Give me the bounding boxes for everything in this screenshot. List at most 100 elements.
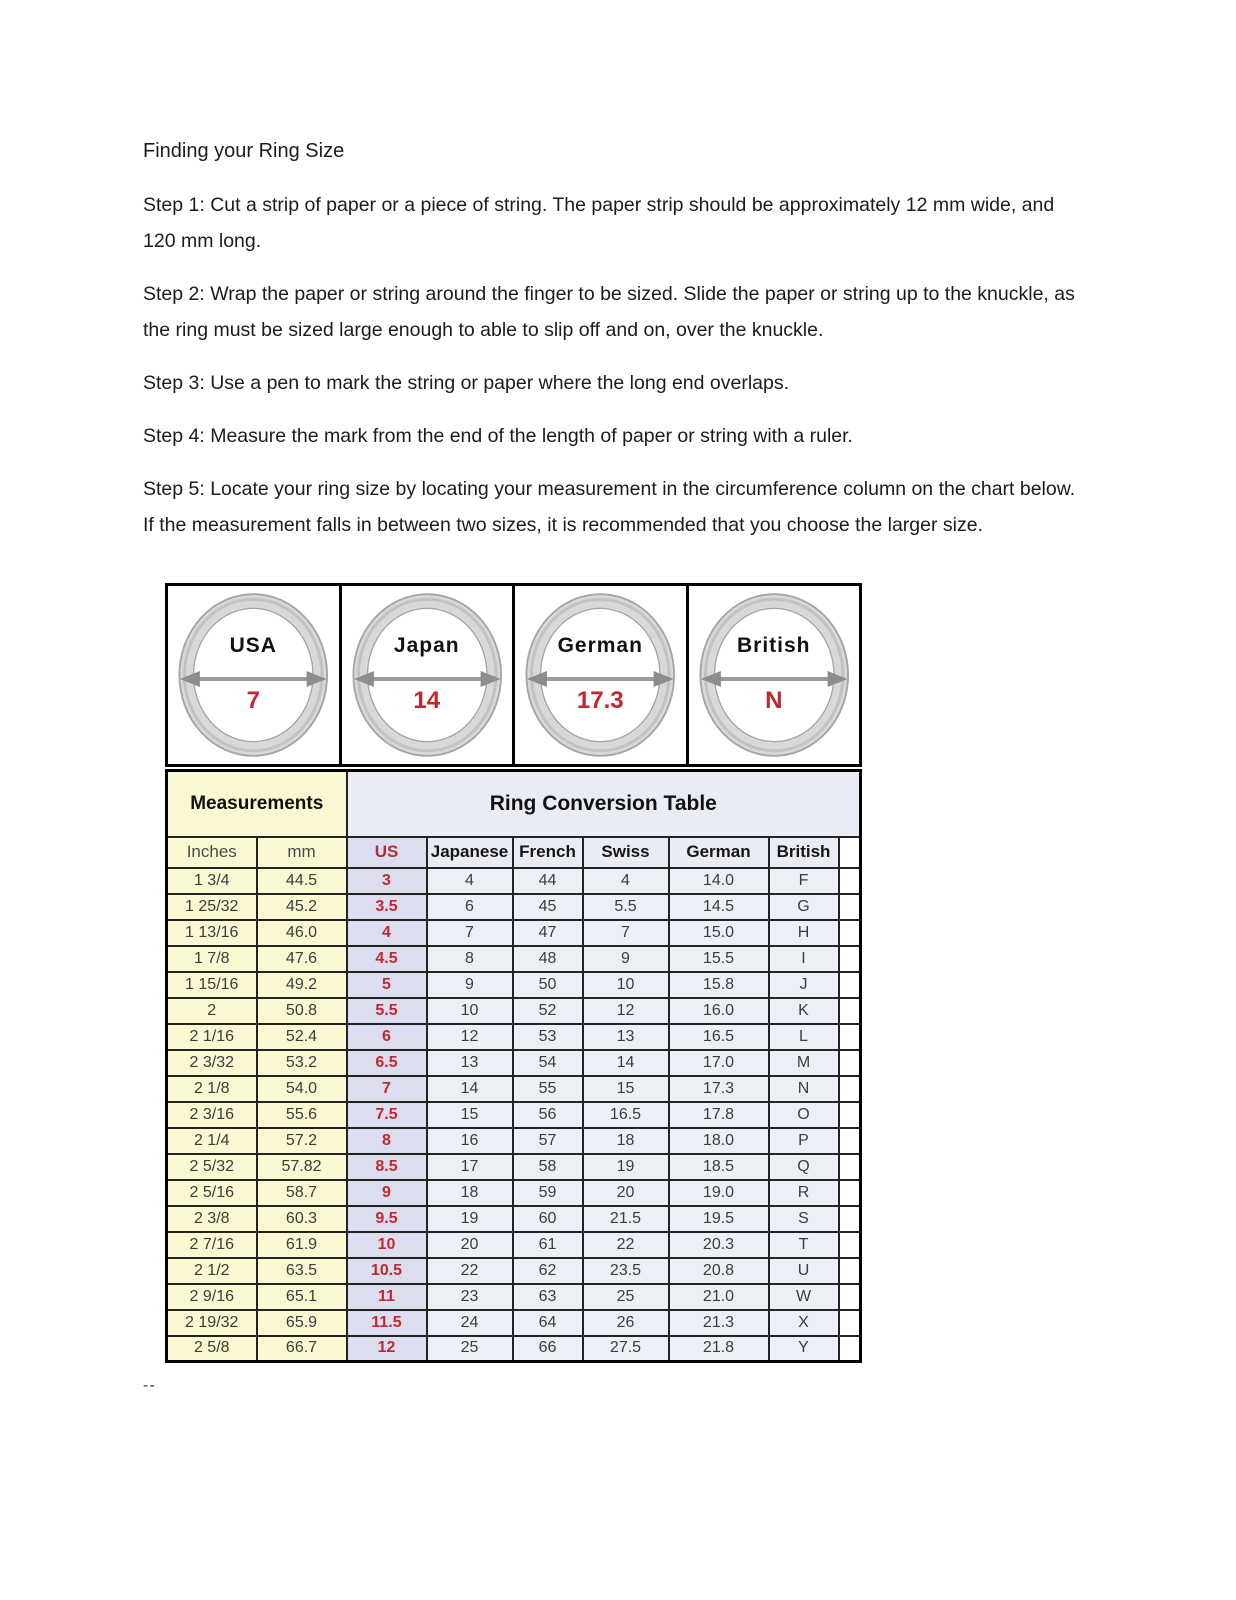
- cell-japanese: 13: [425, 1048, 514, 1077]
- cell-british: W: [767, 1282, 840, 1311]
- column-header-row: Inches mm US Japanese French Swiss Germa…: [165, 835, 862, 869]
- cell-us: 10: [345, 1230, 428, 1259]
- step-5-paragraph: Step 5: Locate your ring size by locatin…: [143, 478, 1076, 536]
- ring-label: Japan: [393, 634, 460, 657]
- table-row: 1 25/32 45.2 3.5 6 45 5.5 14.5 G: [165, 892, 862, 921]
- cell-swiss: 9: [581, 944, 670, 973]
- cell-mm: 65.1: [255, 1282, 348, 1311]
- cell-japanese: 24: [425, 1308, 514, 1337]
- cell-japanese: 25: [425, 1334, 514, 1363]
- cell-japanese: 4: [425, 866, 514, 895]
- ring-conversion-table: Measurements Ring Conversion Table Inche…: [165, 769, 863, 1363]
- ring-icon: [178, 593, 329, 757]
- cell-mm: 65.9: [255, 1308, 348, 1337]
- cell-mm: 60.3: [255, 1204, 348, 1233]
- cell-swiss: 12: [581, 996, 670, 1025]
- cell-german: 18.0: [667, 1126, 770, 1155]
- cell-us: 11: [345, 1282, 428, 1311]
- cell-german: 15.0: [667, 918, 770, 947]
- ring-value: 17.3: [576, 687, 624, 714]
- cell-empty: [837, 1230, 862, 1259]
- ring-cell-british: British N: [685, 586, 859, 764]
- cell-us: 3.5: [345, 892, 428, 921]
- ring-cell-japan: Japan 14: [338, 586, 512, 764]
- cell-inches: 2 5/8: [165, 1334, 258, 1363]
- cell-us: 6.5: [345, 1048, 428, 1077]
- cell-german: 20.8: [667, 1256, 770, 1285]
- cell-german: 17.3: [667, 1074, 770, 1103]
- cell-japanese: 14: [425, 1074, 514, 1103]
- cell-british: N: [767, 1074, 840, 1103]
- cell-british: I: [767, 944, 840, 973]
- cell-us: 4: [345, 918, 428, 947]
- cell-japanese: 12: [425, 1022, 514, 1051]
- cell-inches: 2 9/16: [165, 1282, 258, 1311]
- cell-french: 47: [511, 918, 584, 947]
- cell-us: 8: [345, 1126, 428, 1155]
- cell-german: 17.0: [667, 1048, 770, 1077]
- cell-british: L: [767, 1022, 840, 1051]
- cell-empty: [837, 996, 862, 1025]
- footer-dashes: --: [143, 1377, 156, 1394]
- cell-inches: 1 15/16: [165, 970, 258, 999]
- cell-french: 45: [511, 892, 584, 921]
- cell-inches: 1 7/8: [165, 944, 258, 973]
- ring-value: 7: [246, 687, 260, 714]
- cell-swiss: 13: [581, 1022, 670, 1051]
- ring-icon: [698, 593, 849, 757]
- column-header-mm: mm: [255, 835, 348, 869]
- cell-mm: 44.5: [255, 866, 348, 895]
- cell-british: F: [767, 866, 840, 895]
- step-4-paragraph: Step 4: Measure the mark from the end of…: [143, 425, 853, 447]
- cell-empty: [837, 1334, 862, 1363]
- cell-british: G: [767, 892, 840, 921]
- cell-french: 64: [511, 1308, 584, 1337]
- cell-swiss: 19: [581, 1152, 670, 1181]
- cell-mm: 58.7: [255, 1178, 348, 1207]
- conversion-group-header: Ring Conversion Table: [345, 769, 862, 838]
- cell-french: 48: [511, 944, 584, 973]
- cell-french: 62: [511, 1256, 584, 1285]
- column-header-german: German: [667, 835, 770, 869]
- cell-us: 10.5: [345, 1256, 428, 1285]
- cell-inches: 1 25/32: [165, 892, 258, 921]
- ring-label: British: [736, 634, 811, 657]
- cell-french: 57: [511, 1126, 584, 1155]
- cell-mm: 61.9: [255, 1230, 348, 1259]
- cell-empty: [837, 1256, 862, 1285]
- cell-swiss: 27.5: [581, 1334, 670, 1363]
- cell-japanese: 15: [425, 1100, 514, 1129]
- cell-mm: 47.6: [255, 944, 348, 973]
- cell-swiss: 25: [581, 1282, 670, 1311]
- cell-japanese: 16: [425, 1126, 514, 1155]
- cell-french: 50: [511, 970, 584, 999]
- table-row: 2 50.8 5.5 10 52 12 16.0 K: [165, 996, 862, 1025]
- cell-swiss: 15: [581, 1074, 670, 1103]
- cell-inches: 2 1/8: [165, 1074, 258, 1103]
- cell-inches: 2 5/32: [165, 1152, 258, 1181]
- cell-french: 44: [511, 866, 584, 895]
- cell-us: 6: [345, 1022, 428, 1051]
- cell-japanese: 10: [425, 996, 514, 1025]
- table-row: 2 1/16 52.4 6 12 53 13 16.5 L: [165, 1022, 862, 1051]
- cell-inches: 2 7/16: [165, 1230, 258, 1259]
- cell-mm: 50.8: [255, 996, 348, 1025]
- cell-french: 58: [511, 1152, 584, 1181]
- cell-swiss: 26: [581, 1308, 670, 1337]
- cell-inches: 2 3/32: [165, 1048, 258, 1077]
- ring-cell-german: German 17.3: [512, 586, 686, 764]
- cell-us: 7.5: [345, 1100, 428, 1129]
- ring-value: N: [765, 687, 783, 714]
- cell-british: U: [767, 1256, 840, 1285]
- cell-us: 4.5: [345, 944, 428, 973]
- cell-french: 56: [511, 1100, 584, 1129]
- cell-inches: 2 5/16: [165, 1178, 258, 1207]
- cell-german: 14.0: [667, 866, 770, 895]
- cell-mm: 53.2: [255, 1048, 348, 1077]
- cell-empty: [837, 1308, 862, 1337]
- ring-value: 14: [413, 687, 441, 714]
- cell-us: 12: [345, 1334, 428, 1363]
- cell-japanese: 19: [425, 1204, 514, 1233]
- cell-british: X: [767, 1308, 840, 1337]
- cell-us: 5.5: [345, 996, 428, 1025]
